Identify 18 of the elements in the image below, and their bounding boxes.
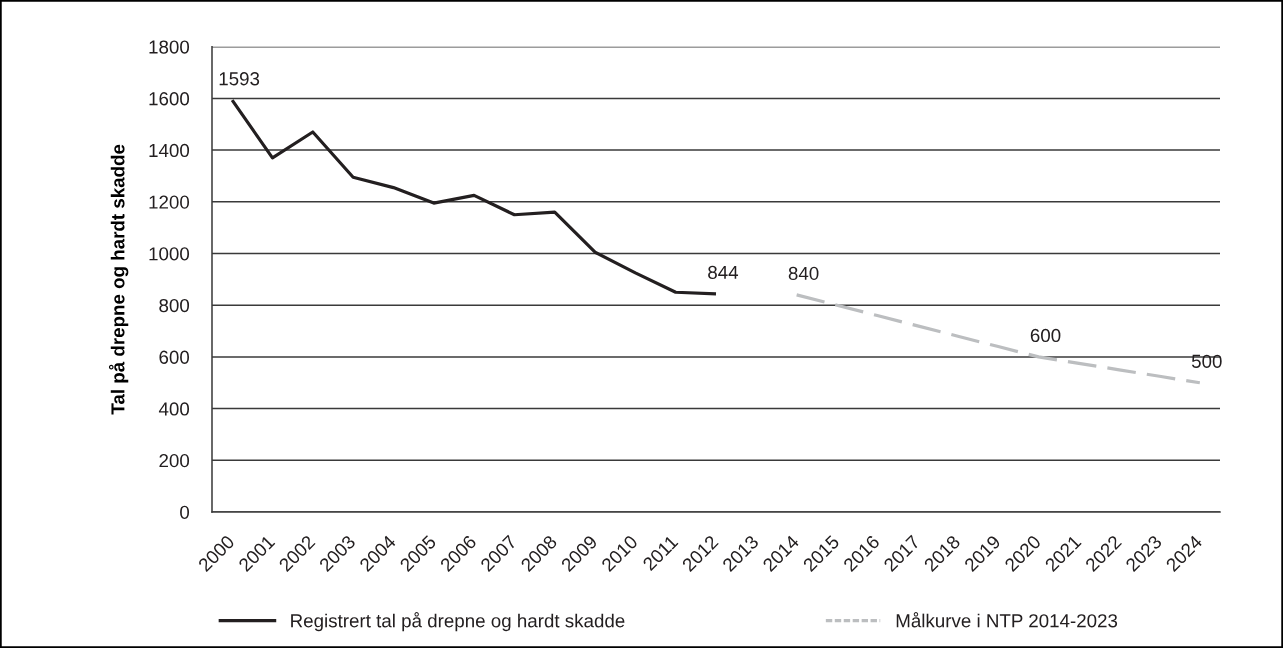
data-label: 1593 <box>219 72 260 86</box>
y-tick-label: 1800 <box>149 40 190 54</box>
y-tick-label: 800 <box>159 298 190 313</box>
y-tick-label: 1000 <box>149 247 190 261</box>
y-tick-label: 1600 <box>149 92 190 106</box>
legend-label: Registrert tal på drepne og hardt skadde <box>291 612 625 632</box>
y-tick-label: 200 <box>159 454 190 468</box>
y-tick-label: 1400 <box>149 143 190 158</box>
data-label: 600 <box>1030 328 1061 343</box>
y-tick-label: 1200 <box>149 195 190 209</box>
y-tick-label: 400 <box>158 402 190 416</box>
y-axis-title: Tal på drepne og hardt skadde <box>108 144 129 415</box>
data-label: 844 <box>708 265 739 280</box>
y-tick-label: 600 <box>159 350 190 364</box>
data-label: 500 <box>1191 354 1222 368</box>
y-tick-label: 0 <box>180 505 190 519</box>
data-label: 840 <box>788 266 819 281</box>
legend-label: Målkurve i NTP 2014-2023 <box>896 612 1118 628</box>
